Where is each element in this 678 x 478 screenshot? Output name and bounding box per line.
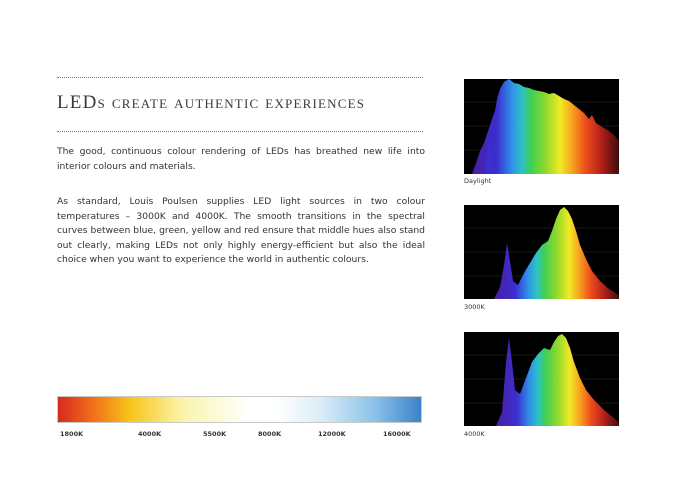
daylight-blue-peak xyxy=(486,137,494,174)
spectrum-4000k xyxy=(464,332,619,426)
temp-label-1800k: 1800K xyxy=(60,430,84,438)
3000k-spectral-curve xyxy=(494,207,619,299)
temp-label-4000k: 4000K xyxy=(138,430,162,438)
spectrum-daylight-caption: Daylight xyxy=(464,177,492,185)
spectrum-3000k xyxy=(464,205,619,299)
temp-label-12000k: 12000K xyxy=(318,430,346,438)
colour-temperature-gradient-bar xyxy=(57,396,422,423)
daylight-spectral-curve xyxy=(472,79,619,174)
spectrum-4000k-caption: 4000K xyxy=(464,430,485,438)
spectrum-daylight xyxy=(464,79,619,174)
page-title: LEDs create authentic experiences xyxy=(57,92,366,113)
temp-label-5500k: 5500K xyxy=(203,430,227,438)
standard-paragraph: As standard, Louis Poulsen supplies LED … xyxy=(57,196,425,265)
title-dotted-rule xyxy=(57,131,423,132)
intro-paragraph: The good, continuous colour rendering of… xyxy=(57,146,425,172)
spectrum-3000k-caption: 3000K xyxy=(464,303,485,311)
top-dotted-rule xyxy=(57,77,423,78)
temp-label-16000k: 16000K xyxy=(383,430,411,438)
4000k-spectral-curve xyxy=(496,334,619,426)
temp-label-8000k: 8000K xyxy=(258,430,282,438)
